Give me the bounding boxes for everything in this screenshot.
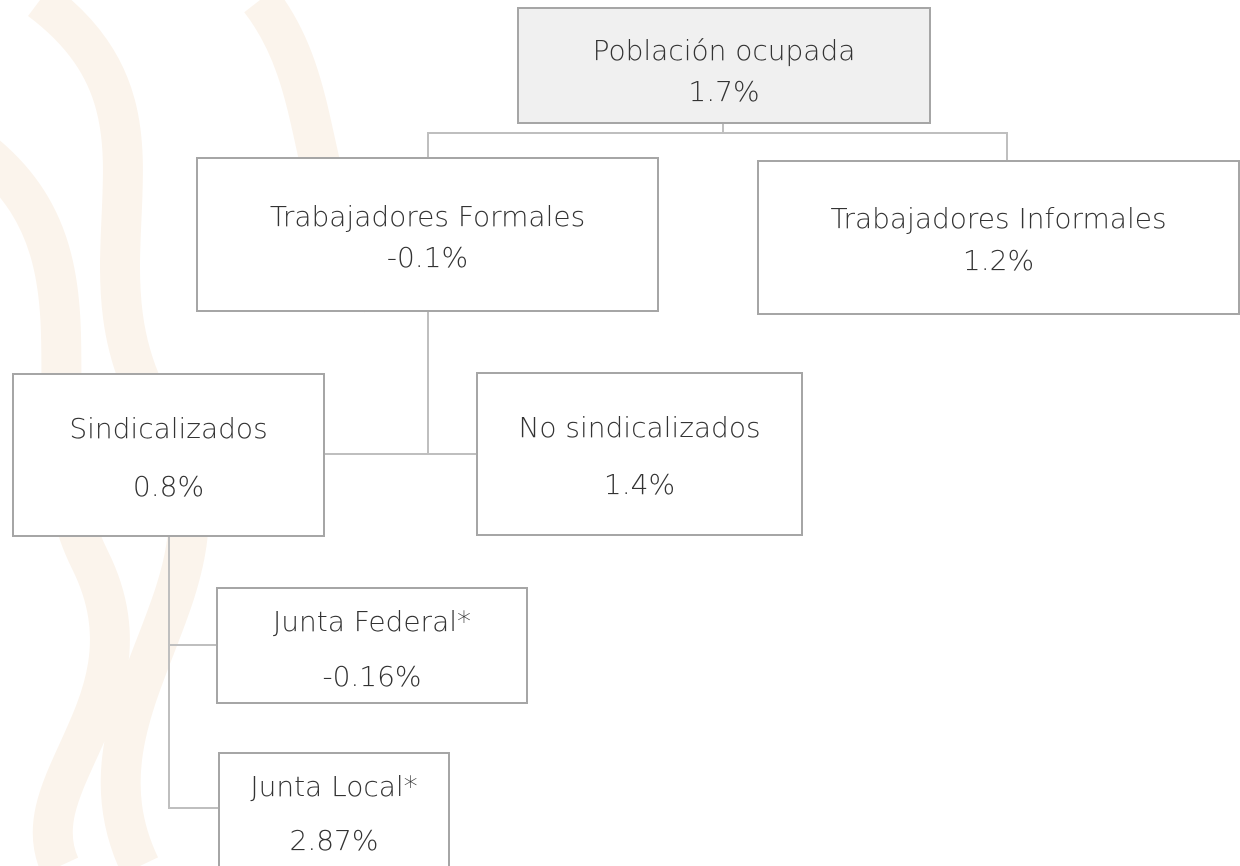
node-root: Población ocupada 1.7% [517, 7, 931, 124]
node-label: Trabajadores Formales [269, 200, 586, 233]
node-no-sindicalizados: No sindicalizados 1.4% [476, 372, 803, 536]
node-junta-local: Junta Local* 2.87% [218, 752, 450, 866]
node-value: 1.7% [688, 75, 760, 108]
node-value: -0.1% [386, 241, 469, 274]
node-value: 1.4% [603, 468, 676, 501]
node-label: Junta Local* [250, 770, 418, 803]
node-label: Junta Federal* [272, 605, 472, 638]
node-label: Sindicalizados [69, 412, 268, 445]
node-value: 1.2% [962, 244, 1035, 277]
node-formales: Trabajadores Formales -0.1% [196, 157, 659, 312]
node-label: No sindicalizados [518, 411, 761, 444]
node-label: Población ocupada [592, 34, 856, 67]
node-value: 2.87% [289, 824, 379, 857]
node-informales: Trabajadores Informales 1.2% [757, 160, 1240, 315]
node-value: 0.8% [132, 470, 205, 503]
node-sindicalizados: Sindicalizados 0.8% [12, 373, 325, 537]
node-junta-federal: Junta Federal* -0.16% [216, 587, 528, 704]
connector-lines [168, 123, 1008, 809]
node-label: Trabajadores Informales [830, 202, 1167, 235]
node-value: -0.16% [322, 660, 422, 693]
